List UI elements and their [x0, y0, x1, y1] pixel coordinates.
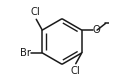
Text: Cl: Cl [31, 7, 41, 18]
Text: Br: Br [20, 48, 31, 58]
Text: O: O [93, 25, 101, 35]
Text: Cl: Cl [70, 65, 80, 76]
